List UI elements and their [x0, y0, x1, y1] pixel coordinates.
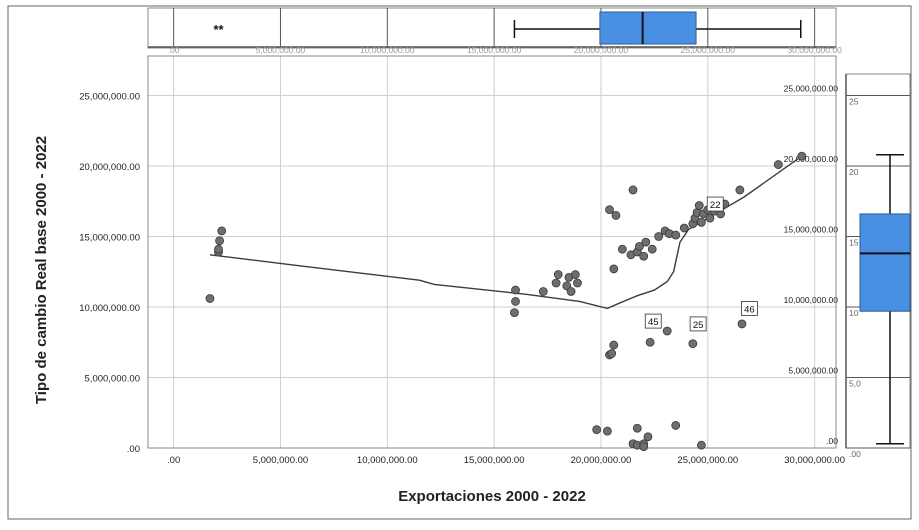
point-label-box [644, 313, 662, 329]
y-tick-label: 10,000,000.00 [79, 303, 140, 314]
y-axis-label: Tipo de cambio Real base 2000 - 2022 [33, 136, 50, 404]
right-boxplot-box [859, 213, 911, 312]
top-boxplot-tick-label: 10,000,000.00 [360, 45, 415, 55]
right-boxplot: .00 .00 5,000,000.00 5,0 10,000,000.00 10 15,0… [784, 73, 911, 459]
y-tick-label: 15,000,000.00 [79, 232, 140, 243]
top-boxplot-frame [147, 7, 837, 49]
right-boxplot-tick-label: 15,000,000.00 [784, 224, 839, 234]
scatter-point [639, 442, 649, 451]
scatter-point [607, 349, 617, 358]
x-tick-label: 30,000,000.00 [784, 455, 845, 466]
point-label-text: 46 [744, 304, 755, 315]
scatter-point [617, 244, 627, 254]
top-boxplot-tick-label: 25,000,000.00 [681, 45, 736, 55]
scatter-point [217, 226, 227, 236]
plot-frame [147, 55, 837, 449]
x-tick-label: 15,000,000.00 [464, 455, 525, 466]
point-labels: 22 45 25 46 [644, 196, 758, 332]
scatter-point [632, 423, 642, 433]
point-label-text: 45 [648, 317, 659, 328]
scatter-point [735, 185, 745, 195]
scatter-point [643, 432, 653, 442]
scatter-point [671, 421, 681, 430]
point-label-text: 25 [693, 320, 704, 331]
top-boxplot: .00 5,000,000.00 10,000,000.00 15,000,000.0… [147, 7, 842, 55]
point-label-box [740, 301, 758, 316]
scatter-point [605, 205, 614, 215]
scatter-point [553, 270, 563, 279]
y-tick-label: 25,000,000.00 [79, 91, 140, 102]
scatter-point [538, 287, 548, 296]
scatter-point [609, 340, 619, 350]
right-boxplot-tick-label: .00 [826, 436, 838, 446]
scatter-point [609, 264, 619, 274]
scatter-point [696, 440, 706, 450]
scatter-point [696, 217, 706, 227]
right-boxplot-partial-label: 5,0 [849, 378, 861, 388]
scatter-point [671, 230, 681, 240]
scatter-point [679, 223, 689, 233]
top-boxplot-tick-label: 5,000,000.00 [256, 45, 306, 55]
scatter-point [635, 241, 644, 251]
point-label-box [689, 316, 707, 332]
data-points [205, 151, 807, 451]
scatter-point [611, 210, 621, 220]
right-boxplot-partial-label: 15 [849, 237, 859, 247]
right-boxplot-tick-label: 25,000,000.00 [784, 83, 839, 93]
scatter-point [773, 160, 783, 169]
scatter-point [694, 201, 704, 210]
scatter-point [566, 287, 576, 296]
scatter-point [688, 339, 698, 349]
scatter-point [705, 213, 715, 223]
scatter-point [573, 278, 582, 288]
scatter-point [214, 244, 223, 254]
point-label-box [706, 196, 724, 212]
top-boxplot-tick-label: .00 [168, 45, 180, 55]
scatter-point [205, 294, 215, 303]
point-label-text: 22 [710, 200, 721, 211]
right-boxplot-partial-label: .00 [849, 449, 861, 459]
y-tick-label: .00 [127, 444, 140, 455]
scatter-point [654, 232, 664, 241]
right-boxplot-partial-label: 20 [849, 167, 859, 177]
x-tick-label: 25,000,000.00 [677, 455, 738, 466]
scatter-point [511, 285, 520, 295]
y-tick-label: 5,000,000.00 [85, 373, 140, 384]
scatter-point [737, 319, 747, 329]
scatter-point [511, 296, 520, 306]
scatter-point [592, 425, 602, 435]
x-tick-label: 20,000,000.00 [571, 455, 632, 466]
x-tick-label: 10,000,000.00 [357, 455, 418, 466]
scatter-point [510, 308, 519, 318]
scatter-point [647, 244, 657, 254]
scatter-point [797, 151, 807, 161]
top-boxplot-tick-label: 30,000,000.00 [787, 45, 842, 55]
axes: .00 5,000,000.00 10,000,000.00 15,000,000.0… [79, 55, 845, 466]
scatter-point [570, 270, 580, 279]
scatter-point [215, 236, 224, 246]
scatter-point [639, 251, 649, 261]
x-tick-label: .00 [167, 455, 180, 466]
y-tick-label: 20,000,000.00 [79, 162, 140, 173]
top-boxplot-box [599, 11, 697, 45]
x-axis-label: Exportaciones 2000 - 2022 [398, 488, 586, 505]
grid-lines [148, 56, 836, 449]
top-boxplot-tick-label: 15,000,000.00 [467, 45, 522, 55]
right-boxplot-tick-label: 10,000,000.00 [784, 295, 839, 305]
right-boxplot-partial-label: 25 [849, 96, 859, 106]
scatter-point [662, 326, 672, 336]
scatter-point [551, 278, 561, 288]
scatter-point [628, 185, 638, 195]
right-boxplot-tick-label: 20,000,000.00 [784, 154, 839, 164]
top-boxplot-tick-label: 20,000,000.00 [574, 45, 629, 55]
right-boxplot-partial-label: 10 [849, 308, 859, 318]
x-tick-label: 5,000,000.00 [253, 455, 308, 466]
right-boxplot-tick-label: 5,000,000.00 [788, 365, 838, 375]
top-boxplot-outlier-marks: ** [213, 22, 224, 37]
scatter-point [602, 426, 612, 436]
scatter-point [641, 237, 651, 247]
scatter-point [645, 337, 655, 347]
